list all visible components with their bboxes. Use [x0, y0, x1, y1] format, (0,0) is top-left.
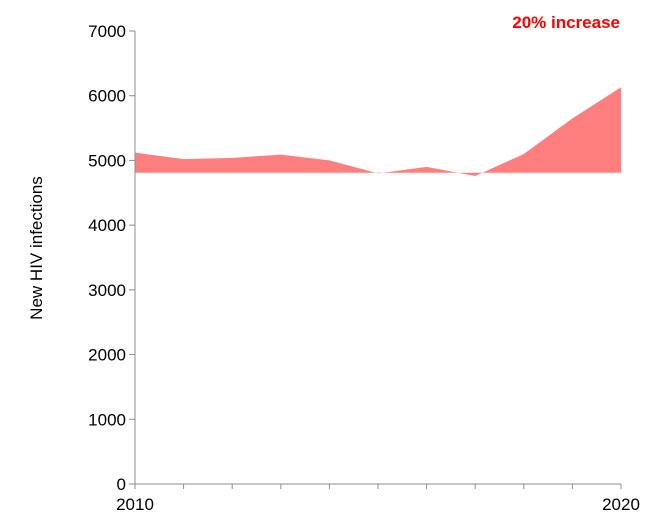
x-tick-label: 2010 — [116, 495, 154, 514]
y-tick-label: 6000 — [88, 87, 126, 106]
x-tick-label: 2020 — [602, 495, 640, 514]
y-axis-label: New HIV infections — [27, 176, 46, 320]
area-series-0 — [135, 87, 621, 176]
y-tick-label: 1000 — [88, 410, 126, 429]
plot-area — [135, 87, 621, 176]
y-tick-label: 3000 — [88, 281, 126, 300]
y-tick-label: 7000 — [88, 22, 126, 41]
annotation-increase: 20% increase — [512, 13, 620, 32]
y-axis-ticks: 0 1000 2000 3000 4000 5000 6000 7000 — [88, 22, 135, 494]
y-tick-label: 2000 — [88, 346, 126, 365]
x-axis-ticks: 2010 2020 — [116, 484, 640, 514]
y-tick-label: 0 — [117, 475, 126, 494]
y-tick-label: 5000 — [88, 151, 126, 170]
y-tick-label: 4000 — [88, 216, 126, 235]
